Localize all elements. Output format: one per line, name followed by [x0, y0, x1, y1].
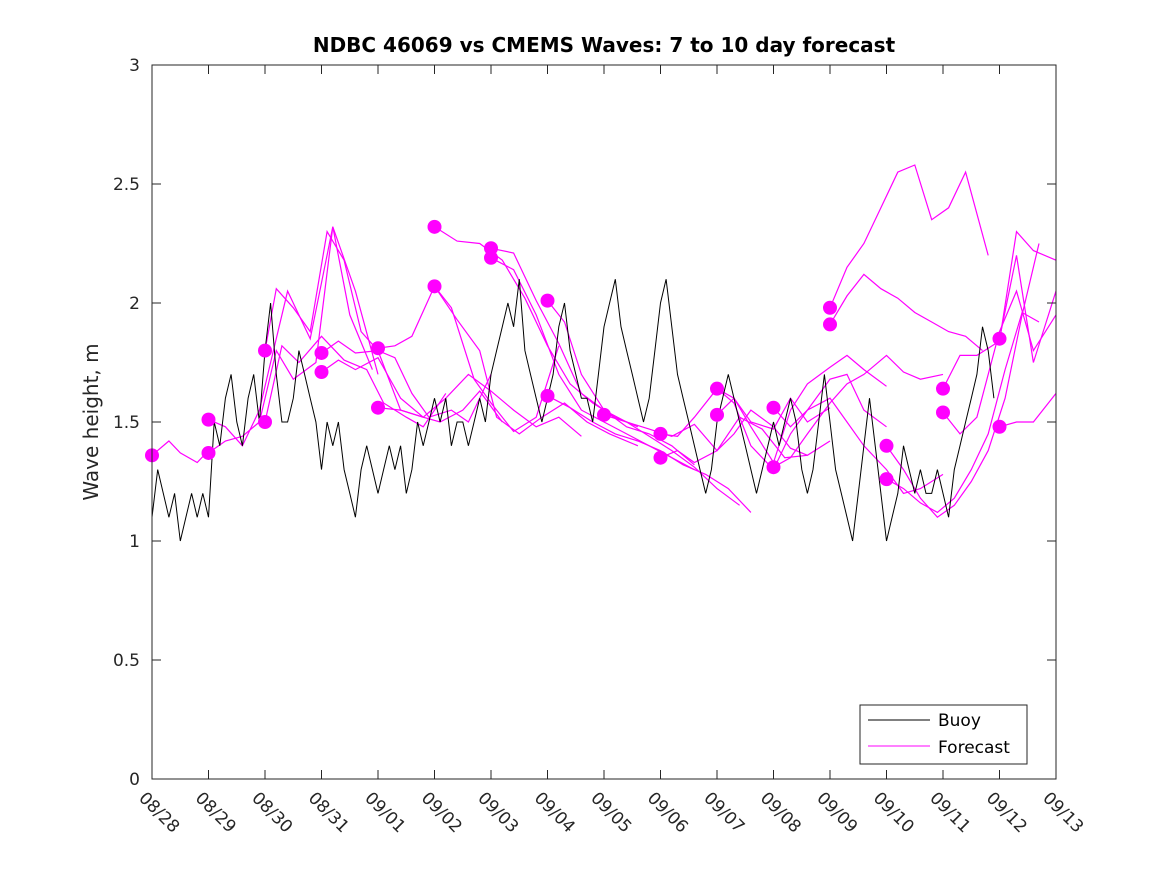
forecast-line [321, 340, 492, 423]
forecast-marker [936, 405, 950, 420]
forecast-line [264, 335, 447, 428]
chart-title: NDBC 46069 vs CMEMS Waves: 7 to 10 day f… [313, 33, 896, 57]
y-tick-label: 1 [129, 532, 140, 552]
forecast-marker [710, 407, 724, 422]
forecast-line [942, 289, 1057, 435]
y-tick-label: 1.5 [113, 413, 140, 433]
forecast-marker [201, 412, 216, 427]
forecast-line [829, 273, 983, 352]
y-axis-label: Wave height, m [79, 343, 103, 500]
forecast-line [208, 226, 373, 447]
forecast-marker [371, 400, 385, 415]
forecast-marker [879, 472, 894, 487]
forecast-marker [992, 419, 1007, 434]
forecast-line [264, 229, 424, 418]
forecast-marker [992, 331, 1007, 346]
forecast-marker [766, 460, 781, 475]
forecast-marker [936, 381, 950, 396]
forecast-marker [427, 219, 442, 234]
forecast-line [434, 285, 639, 447]
forecast-markers [145, 219, 1007, 487]
forecast-marker [540, 293, 555, 308]
y-tick-label: 2 [129, 294, 140, 314]
legend: Buoy Forecast [859, 704, 1028, 765]
forecast-line [603, 414, 808, 459]
y-tick-label: 2.5 [113, 175, 140, 195]
forecast-marker [766, 400, 781, 415]
forecast-marker [201, 445, 216, 460]
y-tick-label: 0.5 [113, 651, 140, 671]
forecast-line [660, 387, 831, 437]
y-axis: 0 0.5 1 1.5 2 2.5 3 [113, 56, 1056, 790]
forecast-marker [258, 415, 272, 429]
forecast-marker [823, 317, 837, 332]
forecast-line [547, 300, 740, 506]
forecast-marker [371, 341, 385, 356]
forecast-marker [314, 365, 329, 380]
y-tick-label: 0 [129, 770, 140, 790]
forecast-marker [540, 388, 555, 403]
legend-buoy-label: Buoy [938, 711, 981, 731]
buoy-line-group [151, 279, 995, 542]
forecast-marker [653, 426, 668, 441]
forecast-line [377, 373, 582, 437]
forecast-marker [823, 300, 837, 315]
forecast-line [829, 164, 989, 309]
forecast-marker [710, 381, 724, 396]
forecast-line [547, 395, 752, 513]
forecast-line [773, 397, 944, 495]
forecast-line [660, 409, 831, 464]
forecast-line [998, 255, 1057, 363]
forecast-line [716, 373, 887, 471]
forecast-marker [653, 450, 668, 465]
legend-forecast-label: Forecast [938, 738, 1010, 758]
forecast-line [716, 354, 887, 464]
forecast-line [321, 356, 503, 423]
forecast-line [151, 440, 209, 464]
forecast-marker [484, 250, 498, 265]
forecast-lines [151, 164, 1057, 518]
forecast-line [886, 243, 1040, 518]
forecast-marker [879, 438, 894, 453]
plot-area [145, 164, 1057, 542]
forecast-marker [314, 345, 329, 360]
forecast-line [999, 393, 1057, 428]
forecast-marker [427, 279, 442, 294]
legend-box [859, 704, 1028, 765]
forecast-line [886, 311, 1040, 514]
y-tick-label: 3 [129, 56, 140, 76]
forecast-line [377, 285, 560, 433]
forecast-line [208, 226, 379, 454]
forecast-marker [258, 343, 272, 358]
buoy-line [151, 279, 995, 542]
forecast-marker [597, 407, 611, 422]
